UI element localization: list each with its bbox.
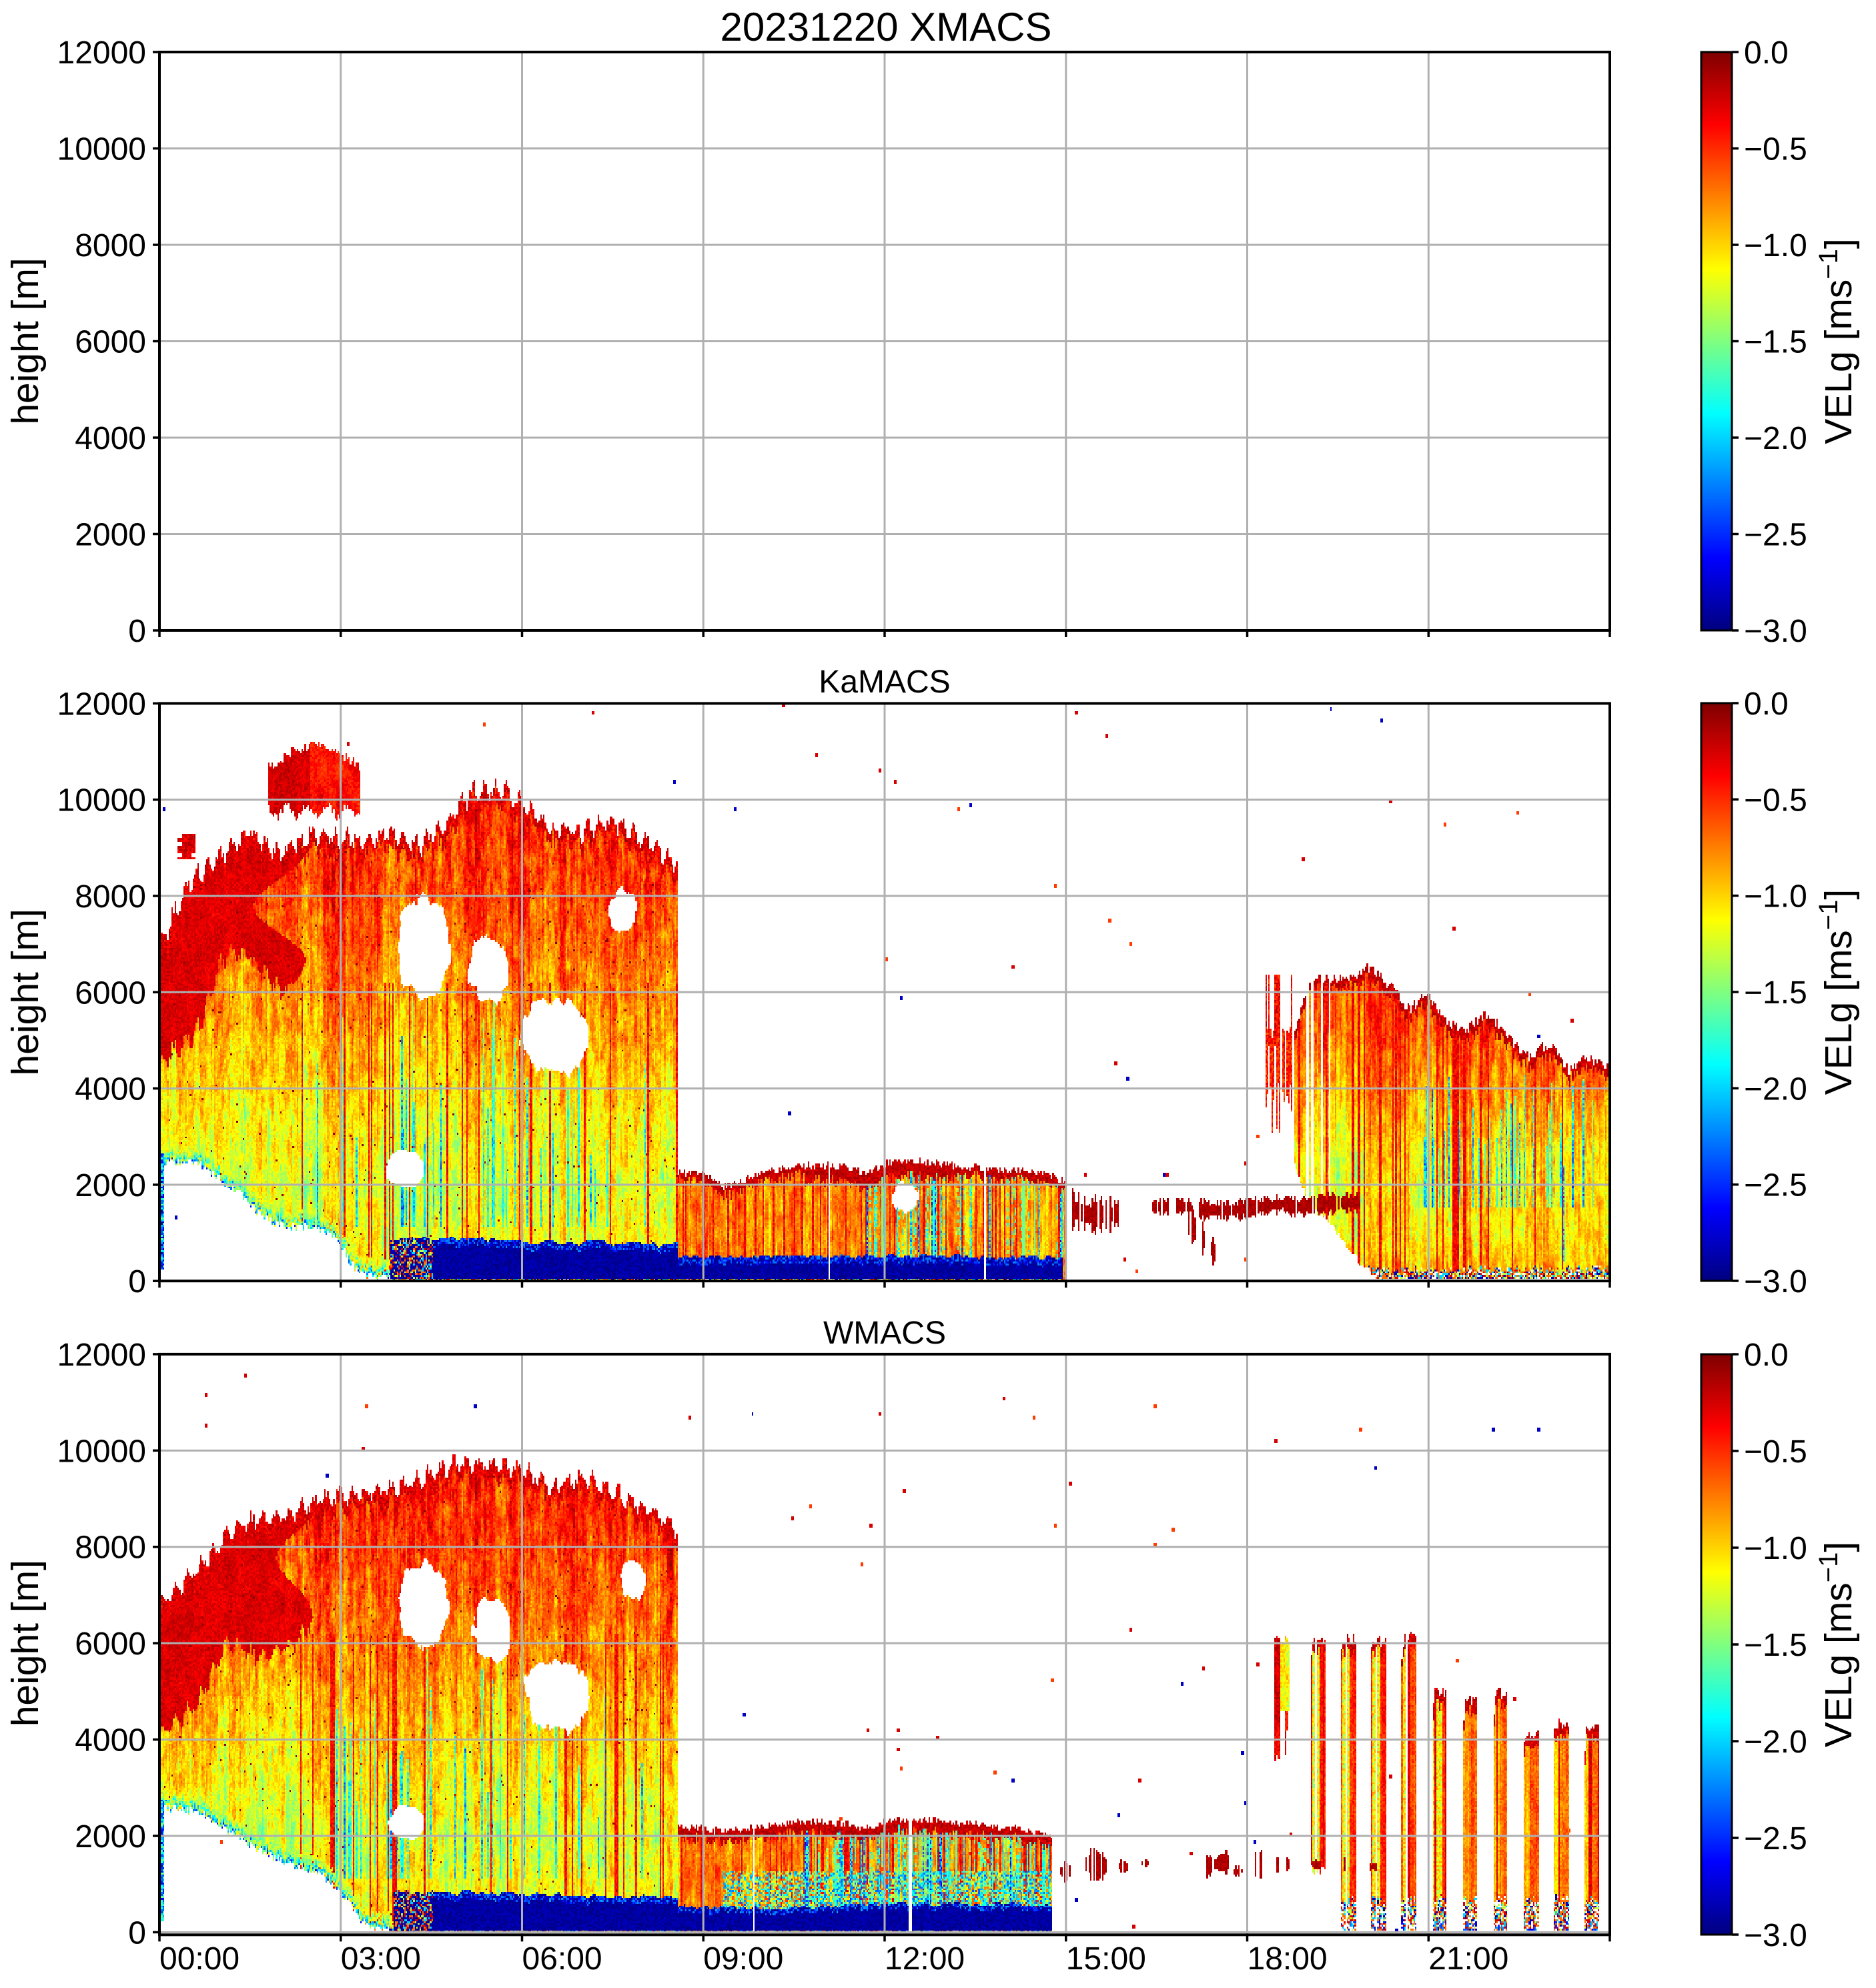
svg-text:8000: 8000	[75, 879, 146, 915]
svg-text:6000: 6000	[75, 975, 146, 1011]
svg-text:12000: 12000	[57, 1338, 146, 1373]
svg-text:21:00: 21:00	[1428, 1941, 1508, 1977]
svg-text:12000: 12000	[57, 686, 146, 722]
svg-text:03:00: 03:00	[341, 1941, 421, 1977]
svg-text:2000: 2000	[75, 1819, 146, 1855]
svg-text:−3.0: −3.0	[1744, 1264, 1807, 1300]
svg-text:height [m]: height [m]	[4, 909, 47, 1075]
svg-text:06:00: 06:00	[522, 1941, 602, 1977]
svg-text:−1.0: −1.0	[1744, 228, 1807, 264]
svg-text:4000: 4000	[75, 1723, 146, 1759]
svg-text:0.0: 0.0	[1744, 686, 1789, 722]
svg-text:10000: 10000	[57, 1434, 146, 1469]
svg-text:−1.0: −1.0	[1744, 1531, 1807, 1566]
svg-text:−2.0: −2.0	[1744, 1071, 1807, 1107]
svg-text:0.0: 0.0	[1744, 1338, 1789, 1373]
svg-text:6000: 6000	[75, 325, 146, 360]
svg-text:2000: 2000	[75, 518, 146, 553]
svg-text:−1.5: −1.5	[1744, 975, 1807, 1011]
svg-text:−0.5: −0.5	[1744, 132, 1807, 167]
svg-text:09:00: 09:00	[703, 1941, 783, 1977]
svg-text:VELg [ms−1]: VELg [ms−1]	[1814, 889, 1860, 1095]
svg-text:0: 0	[128, 1915, 146, 1951]
svg-text:−3.0: −3.0	[1744, 614, 1807, 649]
svg-text:0: 0	[128, 1264, 146, 1300]
svg-text:−2.5: −2.5	[1744, 1821, 1807, 1857]
svg-text:VELg [ms−1]: VELg [ms−1]	[1814, 1542, 1860, 1748]
svg-text:10000: 10000	[57, 783, 146, 819]
svg-text:8000: 8000	[75, 228, 146, 264]
svg-text:−2.5: −2.5	[1744, 1168, 1807, 1203]
svg-text:12000: 12000	[57, 35, 146, 71]
svg-text:20231220 XMACS: 20231220 XMACS	[721, 5, 1052, 49]
svg-text:6000: 6000	[75, 1626, 146, 1662]
svg-text:00:00: 00:00	[159, 1941, 240, 1977]
svg-text:−2.0: −2.0	[1744, 421, 1807, 456]
svg-text:0.0: 0.0	[1744, 35, 1789, 71]
svg-text:12:00: 12:00	[885, 1941, 965, 1977]
svg-text:−3.0: −3.0	[1744, 1918, 1807, 1953]
svg-text:−1.0: −1.0	[1744, 879, 1807, 915]
svg-text:WMACS: WMACS	[823, 1316, 946, 1351]
svg-text:height [m]: height [m]	[4, 1560, 47, 1726]
svg-text:height [m]: height [m]	[4, 258, 47, 424]
svg-text:4000: 4000	[75, 1072, 146, 1107]
svg-text:−1.5: −1.5	[1744, 1628, 1807, 1663]
svg-text:−0.5: −0.5	[1744, 783, 1807, 818]
svg-text:18:00: 18:00	[1248, 1941, 1328, 1977]
svg-text:−1.5: −1.5	[1744, 325, 1807, 360]
svg-text:−2.0: −2.0	[1744, 1724, 1807, 1760]
svg-text:15:00: 15:00	[1066, 1941, 1146, 1977]
svg-text:4000: 4000	[75, 421, 146, 456]
svg-text:VELg [ms−1]: VELg [ms−1]	[1814, 238, 1860, 444]
svg-text:−2.5: −2.5	[1744, 518, 1807, 553]
svg-text:0: 0	[128, 614, 146, 649]
svg-text:8000: 8000	[75, 1530, 146, 1566]
svg-text:KaMACS: KaMACS	[819, 664, 950, 700]
svg-text:2000: 2000	[75, 1168, 146, 1203]
svg-text:10000: 10000	[57, 132, 146, 167]
svg-text:−0.5: −0.5	[1744, 1434, 1807, 1470]
